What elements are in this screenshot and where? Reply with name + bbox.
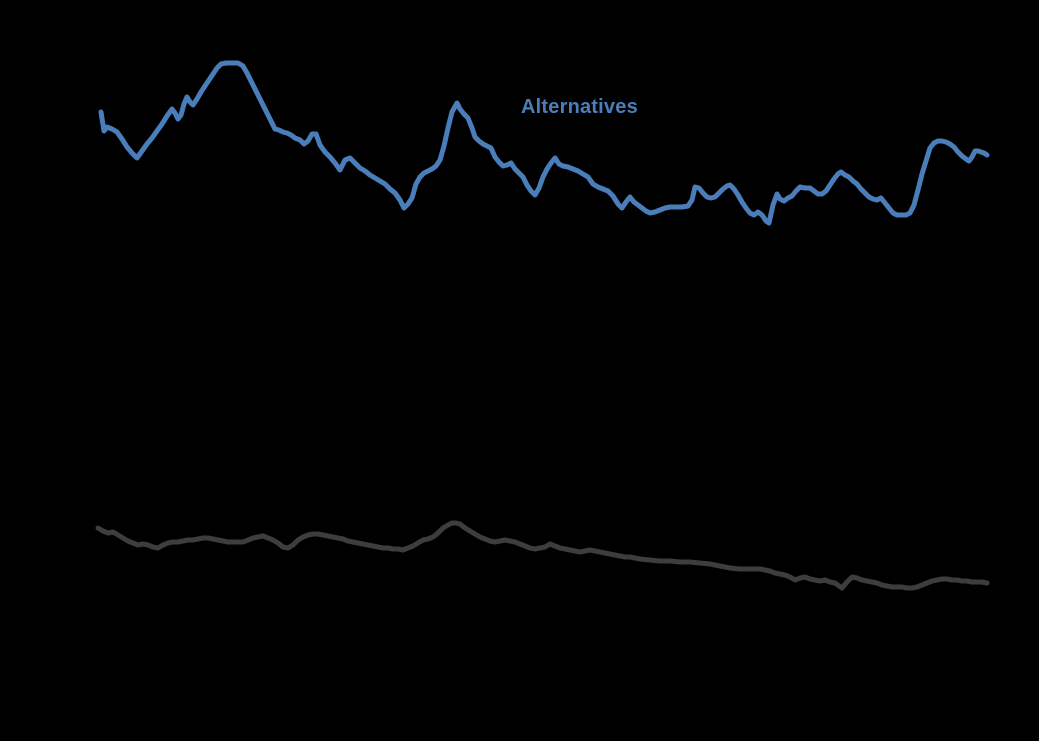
series-label-alternatives: Alternatives <box>521 96 638 118</box>
alternatives-series-line <box>98 60 990 226</box>
dark-unlabeled-series-line <box>95 520 990 591</box>
